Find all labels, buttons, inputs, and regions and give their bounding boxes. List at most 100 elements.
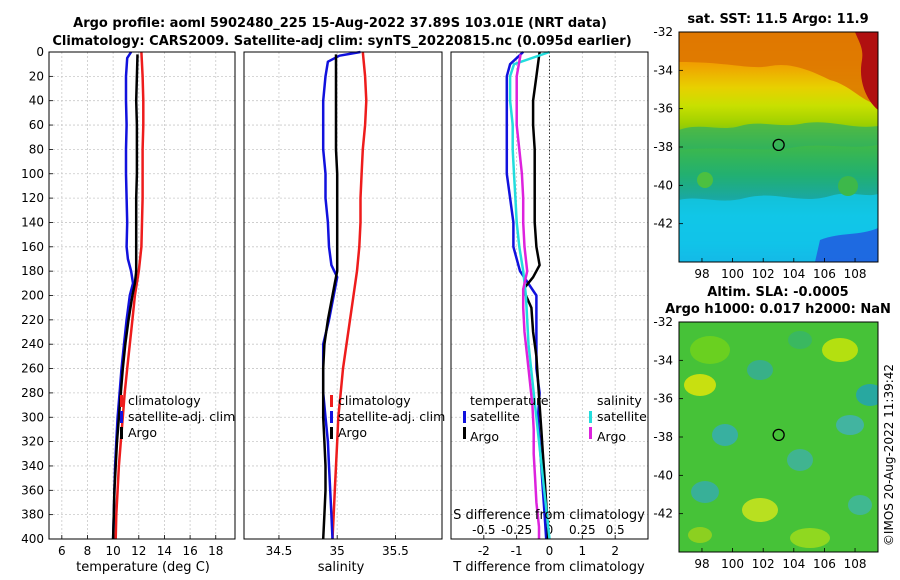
x-tick-label: 0 bbox=[546, 544, 554, 558]
map-x-tick-label: 102 bbox=[752, 557, 775, 571]
x-tick-label: 35.5 bbox=[382, 544, 409, 558]
legend-swatch-t-satellite bbox=[463, 411, 466, 423]
map-x-tick-label: 98 bbox=[694, 557, 709, 571]
legend-label-argo: Argo bbox=[338, 425, 367, 440]
y-tick-label: 60 bbox=[29, 118, 44, 132]
axes-frame bbox=[48, 51, 236, 540]
series-line-argo bbox=[321, 54, 339, 540]
y-tick-label: 180 bbox=[21, 264, 44, 278]
y-tick-label: 340 bbox=[21, 459, 44, 473]
s-tick-label: 0.5 bbox=[606, 523, 625, 537]
y-tick-label: 40 bbox=[29, 94, 44, 108]
temperature-xlabel: temperature (deg C) bbox=[76, 560, 210, 575]
sla-blob-low bbox=[836, 415, 864, 435]
sst-eddy bbox=[697, 172, 713, 188]
header-line1: Argo profile: aoml 5902480_225 15-Aug-20… bbox=[73, 16, 607, 31]
sla-map-image bbox=[679, 322, 878, 552]
legend-label-climatology: climatology bbox=[128, 393, 201, 408]
axes-frame bbox=[243, 51, 443, 540]
difference-panel: -2 -1 0 1 2-0.5 -0.25 0 0.25 0.5 bbox=[450, 50, 649, 558]
legend-swatch-climatology bbox=[330, 395, 333, 407]
sla-blob-high bbox=[822, 338, 858, 362]
legend-swatch-satellite bbox=[120, 411, 123, 423]
map-x-tick-label: 106 bbox=[813, 267, 836, 281]
legend-label-s-argo: Argo bbox=[597, 429, 626, 444]
map-y-tick-label: -32 bbox=[653, 315, 673, 329]
y-tick-label: 140 bbox=[21, 215, 44, 229]
x-tick-label: 12 bbox=[131, 544, 146, 558]
y-tick-label: 280 bbox=[21, 386, 44, 400]
x-tick-label: 6 bbox=[58, 544, 66, 558]
sla-blob-high bbox=[684, 374, 716, 396]
sla-blob-low bbox=[787, 449, 813, 471]
legend-label-t-satellite: satellite bbox=[470, 409, 520, 424]
legend-label-satellite: satellite-adj. clim bbox=[128, 409, 235, 424]
x-tick-label: 10 bbox=[105, 544, 120, 558]
legend-label-satellite: satellite-adj. clim bbox=[338, 409, 445, 424]
map-y-tick-label: -34 bbox=[653, 353, 673, 367]
sla-argo-marker bbox=[772, 428, 785, 442]
sst-map-image bbox=[679, 32, 878, 262]
sla-map-title-line2: Argo h1000: 0.017 h2000: NaN bbox=[665, 302, 891, 317]
legend-swatch-t-argo bbox=[463, 427, 466, 439]
sst-eddy bbox=[838, 176, 858, 196]
axes-frame bbox=[450, 51, 649, 540]
legend-label-s-satellite: satellite bbox=[597, 409, 647, 424]
legend-label-argo: Argo bbox=[128, 425, 157, 440]
map-y-tick-label: -38 bbox=[653, 430, 673, 444]
sla-blob-low bbox=[747, 360, 773, 380]
map-x-tick-label: 104 bbox=[782, 557, 805, 571]
map-y-tick-label: -42 bbox=[653, 507, 673, 521]
y-tick-label: 160 bbox=[21, 240, 44, 254]
map-x-tick-label: 98 bbox=[694, 267, 709, 281]
x-tick-label: 16 bbox=[182, 544, 197, 558]
map-x-tick-label: 100 bbox=[721, 267, 744, 281]
sst-front bbox=[679, 122, 878, 150]
map-x-tick-label: 106 bbox=[813, 557, 836, 571]
legend-label-t-argo: Argo bbox=[470, 429, 499, 444]
sla-blob-high bbox=[690, 336, 730, 364]
series-line-argo bbox=[111, 54, 139, 540]
y-tick-label: 200 bbox=[21, 289, 44, 303]
y-tick-label: 380 bbox=[21, 508, 44, 522]
legend-title-temperature: temperature bbox=[470, 393, 549, 408]
map-y-tick-label: -32 bbox=[653, 25, 673, 39]
legend-swatch-s-argo bbox=[589, 427, 592, 439]
y-tick-label: 360 bbox=[21, 483, 44, 497]
sla-blob-low bbox=[712, 424, 738, 446]
series-line-s-argo bbox=[515, 54, 541, 539]
legend-title-salinity: salinity bbox=[597, 393, 642, 408]
temperature-legend: climatology satellite-adj. clim Argo bbox=[120, 393, 235, 440]
y-tick-label: 400 bbox=[21, 532, 44, 546]
legend-swatch-argo bbox=[330, 427, 333, 439]
sla-blob-high bbox=[688, 527, 712, 543]
x-tick-label: 2 bbox=[611, 544, 619, 558]
sst-map-ticks: 98 100 102 104 106 108 -32 -34 -36 -38 -40 -42 bbox=[653, 25, 866, 281]
x-tick-label: 14 bbox=[157, 544, 172, 558]
y-tick-label: 100 bbox=[21, 167, 44, 181]
y-tick-label: 0 bbox=[36, 45, 44, 59]
x-tick-label: 35 bbox=[330, 544, 345, 558]
sst-warm-region bbox=[679, 32, 878, 105]
series-line-climatology bbox=[331, 51, 368, 540]
map-x-tick-label: 108 bbox=[844, 557, 867, 571]
legend-label-climatology: climatology bbox=[338, 393, 411, 408]
legend-swatch-argo bbox=[120, 427, 123, 439]
map-y-tick-label: -36 bbox=[653, 392, 673, 406]
x-tick-label: -1 bbox=[511, 544, 523, 558]
sla-blob-low bbox=[856, 384, 878, 406]
y-tick-label: 20 bbox=[29, 69, 44, 83]
salinity-xlabel: salinity bbox=[318, 560, 365, 575]
map-x-tick-label: 108 bbox=[844, 267, 867, 281]
temperature-panel: 0 20 40 60 80 100 120 140 160 180 200 220 240 260 280 3… bbox=[21, 45, 236, 558]
sla-blob bbox=[788, 331, 812, 349]
difference-xlabel: T difference from climatology bbox=[452, 560, 645, 575]
sla-blob-low bbox=[691, 481, 719, 503]
legend-swatch-satellite bbox=[330, 411, 333, 423]
sla-blob-high bbox=[742, 498, 778, 522]
x-tick-label: 18 bbox=[208, 544, 223, 558]
map-y-tick-label: -40 bbox=[653, 468, 673, 482]
sst-hot-spot bbox=[855, 32, 878, 110]
series-line-satellite-adj-clim bbox=[321, 50, 361, 540]
